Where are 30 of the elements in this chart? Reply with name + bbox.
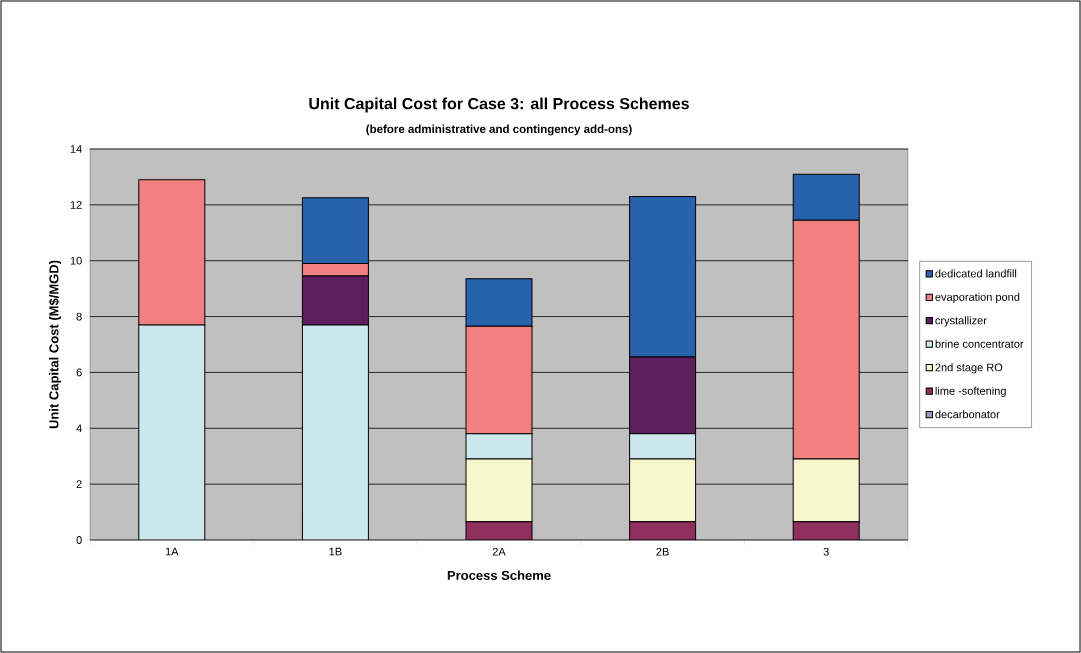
y-tick-label: 12 — [70, 201, 82, 209]
x-tick-label: 3 — [823, 547, 829, 556]
x-axis-title: Process Scheme — [447, 570, 551, 580]
bar — [465, 521, 533, 540]
legend-label: decarbonator — [935, 410, 1000, 419]
y-tick-label: 14 — [70, 145, 82, 153]
y-tick-label: 6 — [76, 368, 82, 377]
y-axis-title: Unit Capital Cost (M$/MGD) — [48, 260, 62, 429]
y-tick-label: 10 — [70, 256, 82, 265]
y-tick-label: 2 — [76, 480, 82, 488]
chart-subtitle: (before administrative and contingency add-ons) — [366, 124, 632, 136]
chart-title: Unit Capital Cost for Case 3: all Process Schemes — [309, 97, 689, 113]
x-tick-label: 2A — [492, 547, 506, 556]
bar — [792, 521, 860, 540]
bar — [629, 433, 697, 460]
bar — [629, 521, 697, 540]
bar — [301, 324, 369, 540]
legend-label: lime -softening — [935, 386, 1006, 397]
legend-label: dedicated landfill — [935, 269, 1017, 278]
y-tick-label: 0 — [76, 536, 82, 544]
x-tick-label: 1A — [165, 547, 179, 556]
y-tick-label: 8 — [76, 312, 82, 321]
x-tick-label: 1B — [329, 547, 342, 556]
y-tick-label: 4 — [76, 424, 82, 433]
legend-label: evaporation pond — [935, 292, 1020, 304]
legend-label: brine concentrator — [935, 339, 1024, 348]
legend-label: 2nd stage RO — [935, 363, 1003, 374]
legend-label: crystallizer — [935, 316, 987, 327]
x-tick-label: 2B — [656, 547, 669, 556]
bar — [138, 324, 206, 540]
